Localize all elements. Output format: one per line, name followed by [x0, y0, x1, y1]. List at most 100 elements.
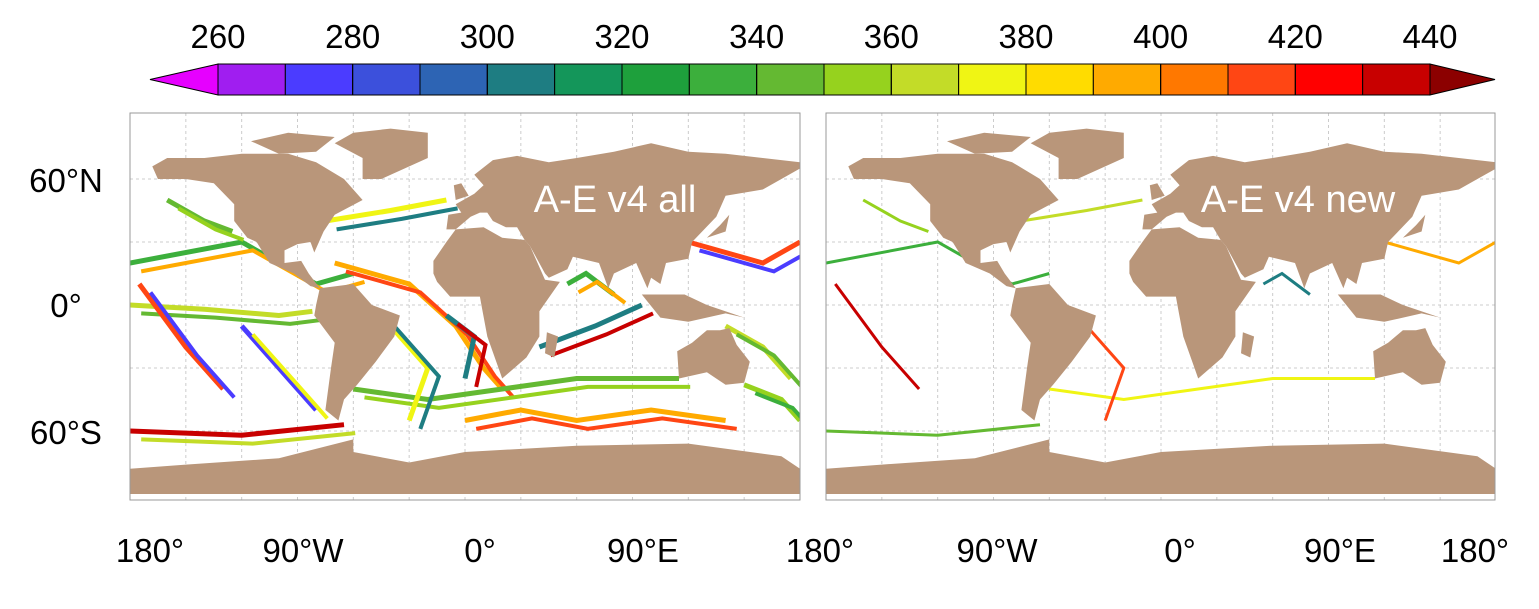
- colorbar-segment: [621, 63, 690, 96]
- ship-track: [130, 302, 313, 319]
- colorbar-tick-label: 380: [998, 18, 1053, 55]
- ship-track: [549, 311, 654, 358]
- colorbar-segment: [352, 63, 421, 96]
- map-panel: [826, 113, 1495, 500]
- ship-track: [141, 431, 356, 446]
- ship-track: [1076, 314, 1126, 422]
- ship-track: [251, 333, 329, 420]
- ship-track: [130, 422, 345, 438]
- land: [453, 183, 469, 200]
- ship-track: [698, 248, 800, 274]
- land: [1142, 143, 1495, 289]
- ship-track: [177, 206, 245, 242]
- ship-track: [464, 407, 726, 424]
- colorbar-tick-label: 340: [729, 18, 784, 55]
- ship-track: [148, 291, 236, 399]
- land: [1149, 183, 1165, 200]
- colorbar-tick-label: 280: [325, 18, 380, 55]
- colorbar-segment: [958, 63, 1027, 96]
- colorbar-segment: [554, 63, 623, 96]
- colorbar-tick-label: 400: [1133, 18, 1188, 55]
- land: [1241, 332, 1255, 358]
- map-panel: [130, 113, 800, 500]
- land: [545, 332, 559, 358]
- colorbar-tick-label: 300: [460, 18, 515, 55]
- lon-label: 0°: [1164, 532, 1196, 569]
- ship-track: [336, 206, 458, 232]
- colorbar-segment: [756, 63, 825, 96]
- ship-track: [538, 302, 643, 350]
- colorbar-segment: [823, 63, 892, 96]
- colorbar-segment: [217, 63, 286, 96]
- ship-track: [1262, 271, 1311, 296]
- lon-label: 90°E: [1304, 532, 1376, 569]
- land: [334, 128, 428, 179]
- land: [251, 132, 335, 154]
- lon-label: 0°: [464, 532, 496, 569]
- ship-track: [834, 283, 921, 390]
- ship-track: [390, 322, 442, 430]
- colorbar-segment: [890, 63, 960, 96]
- lon-label: 90°W: [262, 532, 344, 569]
- ship-track: [345, 269, 515, 399]
- land: [314, 284, 400, 421]
- ship-track: [1021, 198, 1143, 223]
- ship-track: [826, 423, 1041, 437]
- colorbar-segment: [486, 63, 556, 96]
- lat-label: 60°N: [29, 162, 103, 199]
- ship-track: [1049, 377, 1375, 402]
- colorbar-segment: [1092, 63, 1162, 96]
- ship-track: [1383, 240, 1495, 265]
- colorbar-extension: [1429, 63, 1496, 96]
- land: [826, 439, 1495, 494]
- ship-track: [379, 313, 431, 422]
- ship-track: [456, 322, 488, 388]
- colorbar-segment: [284, 63, 354, 96]
- lat-label: 60°S: [30, 414, 102, 451]
- panel-label: A-E v4 new: [1201, 179, 1396, 221]
- land: [446, 143, 800, 289]
- land: [130, 439, 800, 494]
- colorbar-tick-label: 360: [864, 18, 919, 55]
- colorbar-segment: [1160, 63, 1229, 96]
- land: [706, 214, 730, 238]
- lon-label: 180°: [116, 532, 184, 569]
- colorbar-extension: [149, 63, 219, 96]
- lon-label: 90°W: [956, 532, 1038, 569]
- colorbar-tick-label: 260: [190, 18, 245, 55]
- land: [947, 132, 1031, 154]
- panel-border: [129, 112, 801, 501]
- colorbar-segment: [1025, 63, 1094, 96]
- colorbar: 260 280 300 320 340 360 380 400 420 440: [149, 18, 1496, 96]
- land: [1129, 227, 1256, 379]
- panel-border: [825, 112, 1496, 501]
- colorbar-tick-label: 320: [594, 18, 649, 55]
- ship-track: [862, 198, 929, 233]
- colorbar-segment: [688, 63, 758, 96]
- colorbar-segment: [1362, 63, 1431, 96]
- lon-label: 180°: [1441, 532, 1509, 569]
- ship-track: [475, 416, 737, 431]
- ship-track: [577, 279, 627, 305]
- ship-track: [352, 376, 679, 403]
- colorbar-segment: [419, 63, 488, 96]
- lon-label: 180°: [786, 532, 854, 569]
- lon-label: 90°E: [607, 532, 679, 569]
- ship-track: [141, 311, 324, 326]
- ship-track: [239, 324, 318, 412]
- land: [1030, 128, 1124, 179]
- ship-track: [687, 239, 800, 266]
- ship-track: [754, 391, 800, 420]
- colorbar-segment: [1294, 63, 1364, 96]
- land: [1337, 294, 1441, 322]
- colorbar-tick-label: 420: [1268, 18, 1323, 55]
- land: [641, 294, 745, 322]
- ship-track: [743, 382, 800, 423]
- ship-track: [735, 332, 800, 388]
- ship-track: [325, 197, 447, 224]
- panel-label: A-E v4 all: [534, 179, 697, 221]
- land: [1010, 284, 1096, 421]
- land: [848, 153, 1059, 289]
- land: [1373, 328, 1446, 385]
